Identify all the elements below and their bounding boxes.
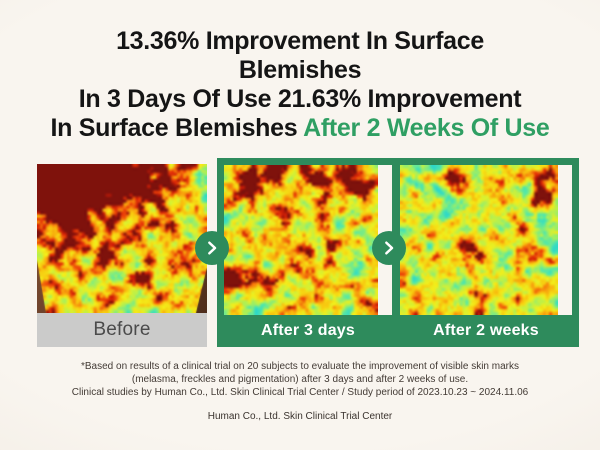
progress-arrow-2 <box>372 231 406 265</box>
headline: 13.36% Improvement In Surface Blemishes … <box>0 27 600 143</box>
chevron-right-icon <box>385 241 394 255</box>
panel-after-3-days: After 3 days <box>217 158 399 347</box>
disclaimer-line-2: (melasma, freckles and pigmentation) aft… <box>131 374 469 385</box>
headline-line-3: In 3 Days Of Use 21.63% Improvement <box>78 85 522 113</box>
disclaimer-line-3: Clinical studies by Human Co., Ltd. Skin… <box>71 387 529 398</box>
chevron-right-icon <box>208 241 217 255</box>
panel-after-2-weeks: After 2 weeks <box>393 158 579 347</box>
trial-center-credit: Human Co., Ltd. Skin Clinical Trial Cent… <box>207 411 393 422</box>
before-label: Before <box>37 313 207 347</box>
disclaimer-line-1: *Based on results of a clinical trial on… <box>81 361 519 372</box>
panel-before: Before <box>37 164 207 347</box>
after-3-days-label: After 3 days <box>224 315 392 347</box>
headline-line-4-green: After 2 Weeks Of Use <box>303 114 550 142</box>
headline-line-4: In Surface Blemishes After 2 Weeks Of Us… <box>0 114 600 143</box>
progress-arrow-1 <box>195 231 229 265</box>
after-2-weeks-label: After 2 weeks <box>400 315 572 347</box>
after-3-days-skin-heatmap-image <box>224 165 378 315</box>
clinical-trial-disclaimer: *Based on results of a clinical trial on… <box>0 360 600 399</box>
headline-line-4-black: In Surface Blemishes <box>50 114 304 142</box>
after-2-weeks-skin-heatmap-image <box>400 165 558 315</box>
before-skin-heatmap-image <box>37 164 207 313</box>
headline-line-1: 13.36% Improvement In Surface <box>116 27 484 55</box>
headline-line-2: Blemishes <box>238 56 362 84</box>
